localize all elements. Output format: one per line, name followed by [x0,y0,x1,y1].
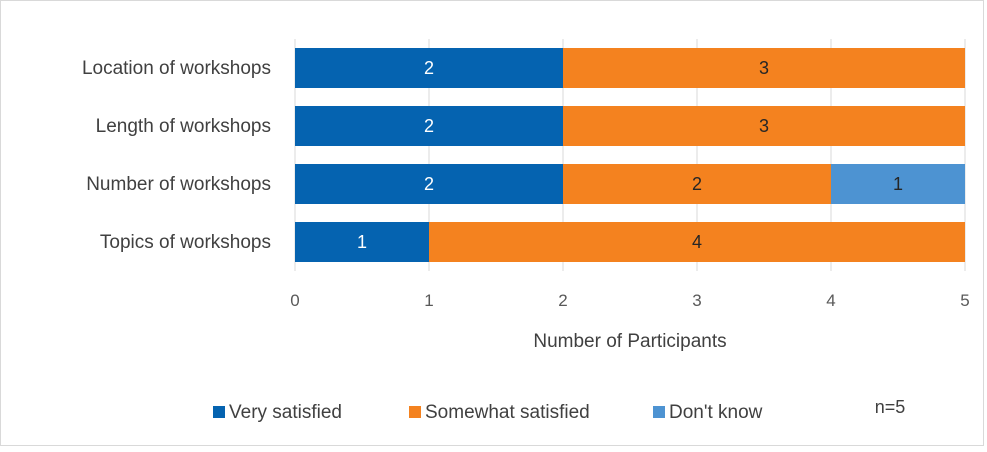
x-tick-labels: 0 1 2 3 4 5 [290,291,969,310]
data-label-somewhat-satisfied-length-of-workshops: 3 [759,116,769,136]
legend-swatch-don-t-know [653,406,665,418]
legend: Very satisfied Somewhat satisfied Don't kn… [213,402,763,423]
data-label-don-t-know-number-of-workshops: 1 [893,174,903,194]
bar-very-satisfied-number-of-workshops [295,164,563,204]
bar-somewhat-satisfied-location-of-workshops [563,48,965,88]
data-label-very-satisfied-number-of-workshops: 2 [424,174,434,194]
data-label-very-satisfied-location-of-workshops: 2 [424,58,434,78]
category-labels: Location of workshops Length of workshops… [82,58,271,253]
x-tick-label: 3 [692,291,701,310]
bar-don-t-know-number-of-workshops [831,164,965,204]
data-label-very-satisfied-topics-of-workshops: 1 [357,232,367,252]
legend-label-don-t-know: Don't know [669,402,763,423]
category-label-location-of-workshops: Location of workshops [82,58,271,79]
x-tick-label: 5 [960,291,969,310]
x-tick-label: 1 [424,291,433,310]
bar-somewhat-satisfied-number-of-workshops [563,164,831,204]
data-label-somewhat-satisfied-topics-of-workshops: 4 [692,232,702,252]
x-tick-label: 0 [290,291,299,310]
bar-somewhat-satisfied-topics-of-workshops [429,222,965,262]
bar-very-satisfied-location-of-workshops [295,48,563,88]
sample-size-note: n=5 [875,397,906,417]
x-axis-title: Number of Participants [533,331,726,352]
x-tick-label: 4 [826,291,835,310]
data-label-somewhat-satisfied-location-of-workshops: 3 [759,58,769,78]
data-label-somewhat-satisfied-number-of-workshops: 2 [692,174,702,194]
bar-very-satisfied-topics-of-workshops [295,222,429,262]
category-label-topics-of-workshops: Topics of workshops [100,232,271,253]
legend-swatch-somewhat-satisfied [409,406,421,418]
category-label-length-of-workshops: Length of workshops [96,116,271,137]
bar-somewhat-satisfied-length-of-workshops [563,106,965,146]
legend-label-somewhat-satisfied: Somewhat satisfied [425,402,590,423]
legend-swatch-very-satisfied [213,406,225,418]
legend-label-very-satisfied: Very satisfied [229,402,342,423]
bars: 2 3 2 3 2 2 1 1 4 [295,48,965,262]
category-label-number-of-workshops: Number of workshops [86,174,271,195]
x-tick-label: 2 [558,291,567,310]
data-label-very-satisfied-length-of-workshops: 2 [424,116,434,136]
bar-very-satisfied-length-of-workshops [295,106,563,146]
